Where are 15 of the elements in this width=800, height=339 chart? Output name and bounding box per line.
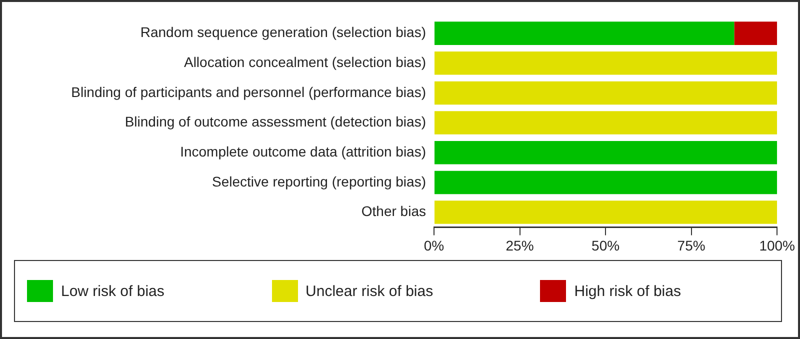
y-tick-label: Other bias (361, 203, 426, 220)
x-tick-label: 100% (759, 237, 796, 254)
y-tick-label: Blinding of participants and personnel (performance bias) (71, 84, 426, 100)
y-tick-label: Blinding of outcome assessment (detection bias) (124, 114, 426, 130)
legend-label: High risk of bias (574, 282, 681, 300)
x-tick-label: 75% (677, 237, 706, 254)
x-tick-label: 0% (424, 237, 444, 254)
x-tick-label: 25% (506, 237, 534, 254)
y-tick-label: Incomplete outcome data (attrition bias) (180, 143, 426, 160)
y-tick-label: Allocation concealment (selection bias) (184, 54, 426, 70)
y-tick-label: Selective reporting (reporting bias) (212, 173, 426, 190)
legend-label: Low risk of bias (61, 282, 164, 300)
y-tick-label: Random sequence generation (selection bias) (140, 24, 426, 40)
x-tick-label: 50% (592, 237, 620, 254)
legend-label: Unclear risk of bias (306, 282, 434, 300)
